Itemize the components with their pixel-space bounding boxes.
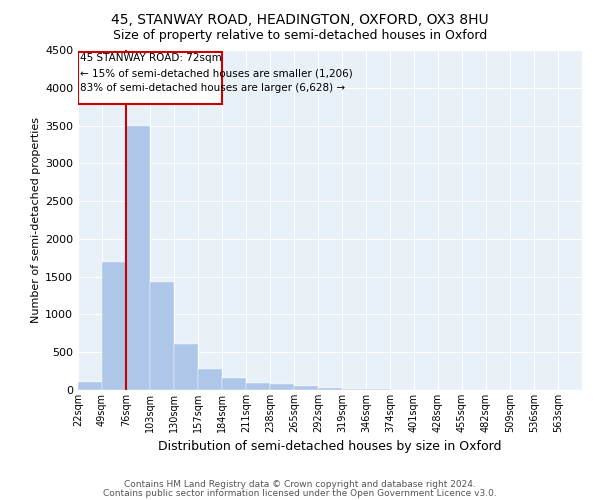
Y-axis label: Number of semi-detached properties: Number of semi-detached properties — [31, 117, 41, 323]
Bar — [126, 126, 150, 390]
Bar — [102, 262, 126, 390]
Text: 45, STANWAY ROAD, HEADINGTON, OXFORD, OX3 8HU: 45, STANWAY ROAD, HEADINGTON, OXFORD, OX… — [111, 12, 489, 26]
Text: ← 15% of semi-detached houses are smaller (1,206): ← 15% of semi-detached houses are smalle… — [80, 68, 353, 78]
Text: 45 STANWAY ROAD: 72sqm: 45 STANWAY ROAD: 72sqm — [80, 53, 221, 63]
X-axis label: Distribution of semi-detached houses by size in Oxford: Distribution of semi-detached houses by … — [158, 440, 502, 454]
Bar — [198, 369, 222, 390]
Text: Size of property relative to semi-detached houses in Oxford: Size of property relative to semi-detach… — [113, 28, 487, 42]
Bar — [246, 383, 270, 390]
Text: 83% of semi-detached houses are larger (6,628) →: 83% of semi-detached houses are larger (… — [80, 83, 345, 93]
Text: Contains HM Land Registry data © Crown copyright and database right 2024.: Contains HM Land Registry data © Crown c… — [124, 480, 476, 489]
FancyBboxPatch shape — [78, 52, 222, 104]
Bar — [78, 382, 102, 390]
Bar — [150, 282, 174, 390]
Bar — [318, 388, 342, 390]
Bar — [342, 389, 366, 390]
Text: Contains public sector information licensed under the Open Government Licence v3: Contains public sector information licen… — [103, 488, 497, 498]
Bar — [294, 386, 318, 390]
Bar — [270, 384, 294, 390]
Bar — [174, 344, 198, 390]
Bar — [222, 378, 246, 390]
